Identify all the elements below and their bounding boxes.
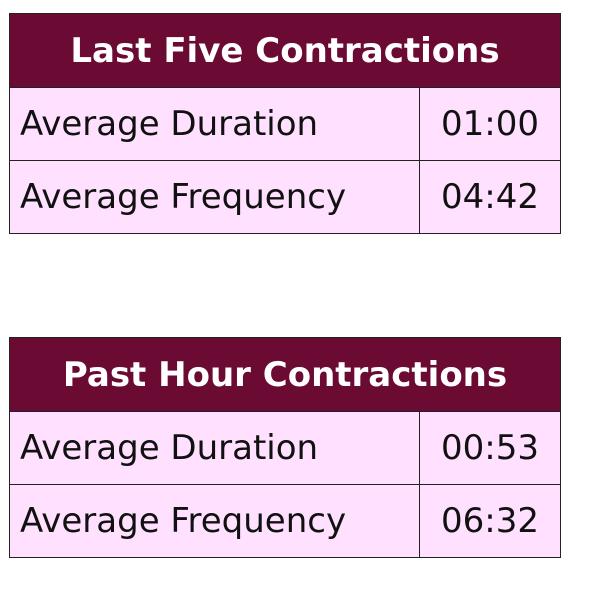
table-row: Average Frequency 06:32 — [10, 484, 560, 557]
row-label: Average Frequency — [10, 485, 420, 557]
row-label: Average Duration — [10, 88, 420, 160]
past-hour-table: Past Hour Contractions Average Duration … — [9, 337, 561, 558]
row-value: 06:32 — [441, 501, 539, 541]
row-label: Average Duration — [10, 412, 420, 484]
table-row: Average Frequency 04:42 — [10, 160, 560, 233]
row-value: 01:00 — [441, 104, 539, 144]
row-value: 00:53 — [441, 428, 539, 468]
row-label: Average Frequency — [10, 161, 420, 233]
table-row: Average Duration 01:00 — [10, 88, 560, 160]
table-title: Last Five Contractions — [10, 14, 560, 88]
table-title: Past Hour Contractions — [10, 338, 560, 412]
row-value: 04:42 — [441, 177, 539, 217]
table-row: Average Duration 00:53 — [10, 412, 560, 484]
last-five-table: Last Five Contractions Average Duration … — [9, 13, 561, 234]
